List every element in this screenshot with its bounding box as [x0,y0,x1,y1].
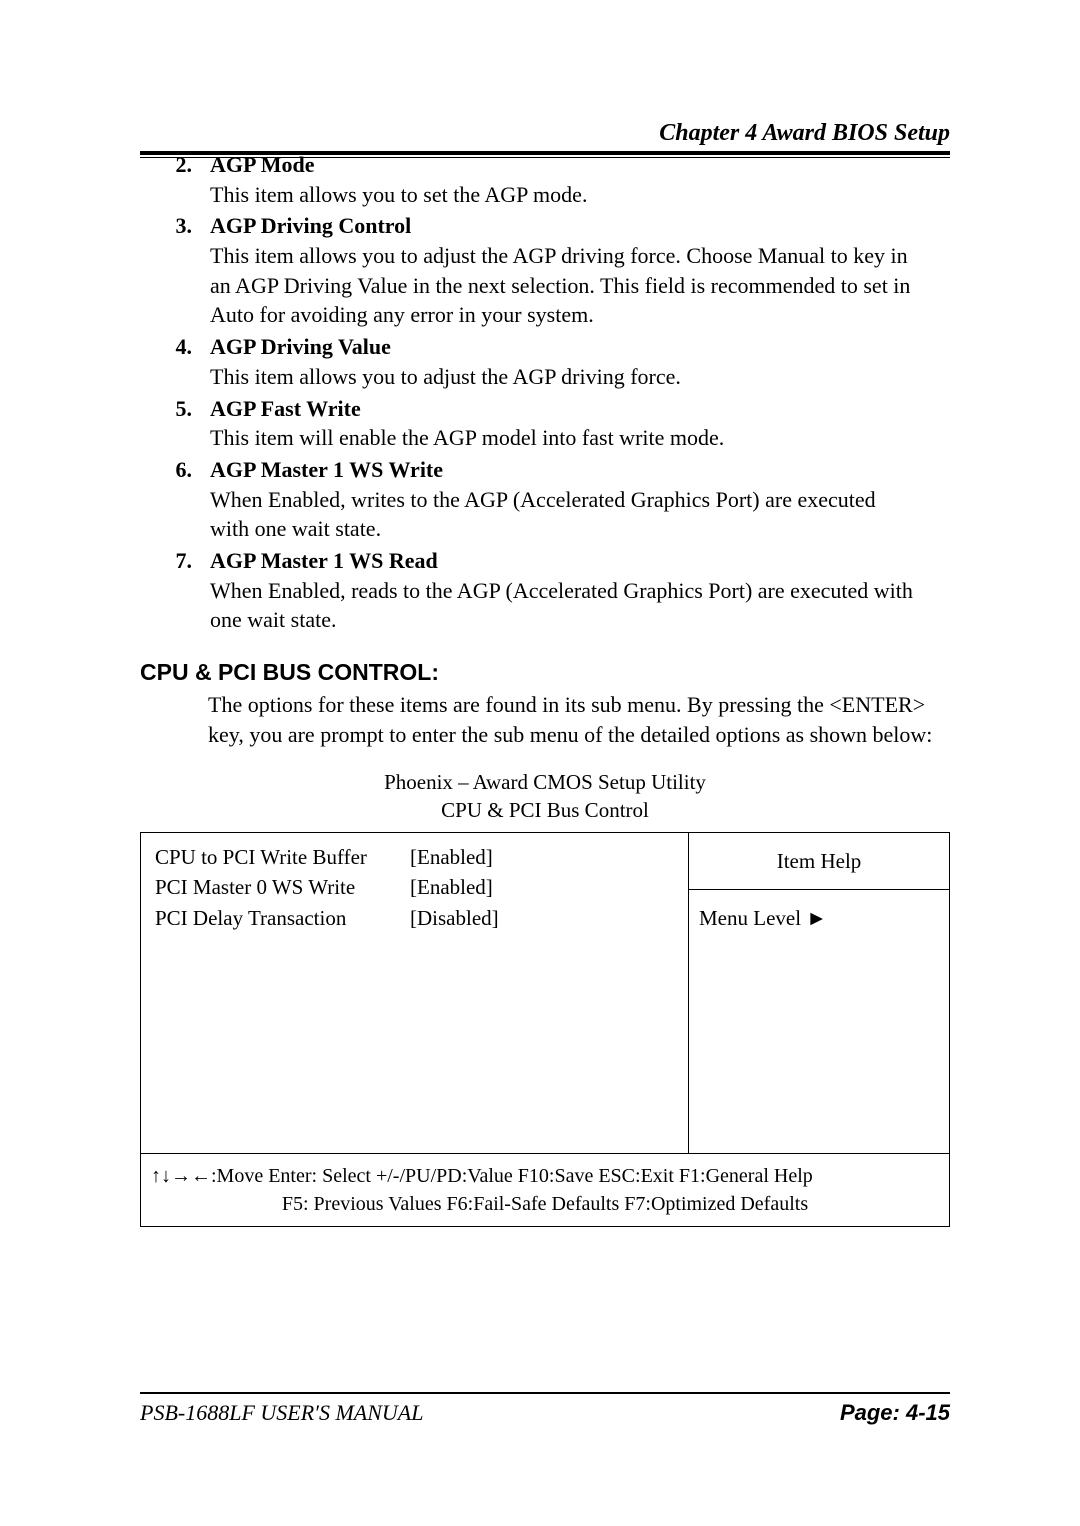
list-number: 2. [140,150,210,209]
list-title: AGP Driving Control [210,211,950,241]
footer-page-number: Page: 4-15 [840,1400,950,1426]
bios-options-panel: CPU to PCI Write Buffer [Enabled] PCI Ma… [141,833,689,1153]
bios-title-line1: Phoenix – Award CMOS Setup Utility [384,770,706,794]
bios-footer-row2: F5: Previous Values F6:Fail-Safe Default… [151,1190,939,1218]
bios-title-line2: CPU & PCI Bus Control [441,798,649,822]
bios-help-panel: Item Help Menu Level ► [689,833,949,1153]
list-description: This item allows you to set the AGP mode… [210,180,950,210]
list-body: AGP Master 1 WS Write When Enabled, writ… [210,455,950,544]
list-title: AGP Fast Write [210,394,950,424]
bios-option-row[interactable]: CPU to PCI Write Buffer [Enabled] [155,843,674,871]
header-rule-thin [140,157,950,158]
footer-text: PSB-1688LF USER′S MANUAL Page: 4-15 [140,1400,950,1426]
list-number: 3. [140,211,210,330]
list-title: AGP Master 1 WS Write [210,455,950,485]
list-item: 5. AGP Fast Write This item will enable … [140,394,950,453]
section-description: The options for these items are found in… [208,690,950,749]
list-body: AGP Driving Control This item allows you… [210,211,950,330]
list-body: AGP Driving Value This item allows you t… [210,332,950,391]
header-rule-thick [140,151,950,155]
bios-utility-title: Phoenix – Award CMOS Setup Utility CPU &… [140,769,950,824]
list-number: 6. [140,455,210,544]
footer-manual-name: PSB-1688LF USER′S MANUAL [140,1400,423,1426]
list-body: AGP Master 1 WS Read When Enabled, reads… [210,546,950,635]
bios-option-row[interactable]: PCI Delay Transaction [Disabled] [155,904,674,932]
list-description: When Enabled, reads to the AGP (Accelera… [210,576,950,635]
bios-option-label: PCI Master 0 WS Write [155,873,410,901]
list-description: This item allows you to adjust the AGP d… [210,241,950,330]
bios-menu-level: Menu Level ► [689,890,949,1153]
bios-option-label: CPU to PCI Write Buffer [155,843,410,871]
bios-setup-box: CPU to PCI Write Buffer [Enabled] PCI Ma… [140,832,950,1227]
chapter-title: Chapter 4 Award BIOS Setup [140,120,950,147]
list-title: AGP Master 1 WS Read [210,546,950,576]
list-description: This item will enable the AGP model into… [210,423,950,453]
bios-footer-row1: ↑↓→←:Move Enter: Select +/-/PU/PD:Value … [151,1162,939,1190]
list-item: 2. AGP Mode This item allows you to set … [140,150,950,209]
section-title: CPU & PCI BUS CONTROL: [140,657,950,688]
list-item: 4. AGP Driving Value This item allows yo… [140,332,950,391]
list-item: 7. AGP Master 1 WS Read When Enabled, re… [140,546,950,635]
bios-option-value: [Disabled] [410,904,674,932]
footer-rule [140,1392,950,1394]
page-footer: PSB-1688LF USER′S MANUAL Page: 4-15 [140,1392,950,1426]
list-body: AGP Fast Write This item will enable the… [210,394,950,453]
list-description: When Enabled, writes to the AGP (Acceler… [210,485,950,544]
bios-help-title: Item Help [689,833,949,890]
bios-option-row[interactable]: PCI Master 0 WS Write [Enabled] [155,873,674,901]
list-item: 3. AGP Driving Control This item allows … [140,211,950,330]
list-body: AGP Mode This item allows you to set the… [210,150,950,209]
page-header: Chapter 4 Award BIOS Setup [140,120,950,158]
list-number: 5. [140,394,210,453]
list-number: 7. [140,546,210,635]
page-content: 2. AGP Mode This item allows you to set … [140,150,950,1227]
bios-main-area: CPU to PCI Write Buffer [Enabled] PCI Ma… [141,833,949,1153]
bios-footer-keys: ↑↓→←:Move Enter: Select +/-/PU/PD:Value … [141,1153,949,1226]
bios-option-value: [Enabled] [410,873,674,901]
bios-option-label: PCI Delay Transaction [155,904,410,932]
list-title: AGP Driving Value [210,332,950,362]
list-number: 4. [140,332,210,391]
list-description: This item allows you to adjust the AGP d… [210,362,950,392]
list-item: 6. AGP Master 1 WS Write When Enabled, w… [140,455,950,544]
bios-option-value: [Enabled] [410,843,674,871]
